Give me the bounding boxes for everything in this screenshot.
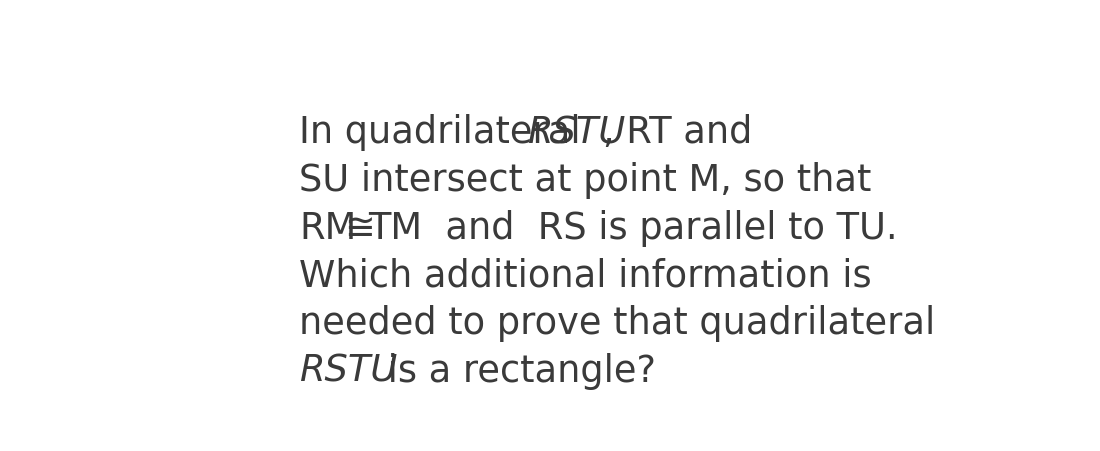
Text: TM  and  RS is parallel to TU.: TM and RS is parallel to TU. — [367, 209, 898, 246]
Text: Which additional information is: Which additional information is — [299, 257, 872, 294]
Text: In quadrilateral: In quadrilateral — [299, 114, 593, 151]
Text: is a rectangle?: is a rectangle? — [375, 352, 656, 389]
Text: , RT and: , RT and — [603, 114, 752, 151]
Text: ≅: ≅ — [344, 209, 375, 246]
Text: RSTU: RSTU — [299, 352, 398, 389]
Text: RSTU: RSTU — [527, 114, 625, 151]
Text: SU intersect at point M, so that: SU intersect at point M, so that — [299, 161, 872, 198]
Text: RM: RM — [299, 209, 356, 246]
Text: needed to prove that quadrilateral: needed to prove that quadrilateral — [299, 304, 936, 341]
